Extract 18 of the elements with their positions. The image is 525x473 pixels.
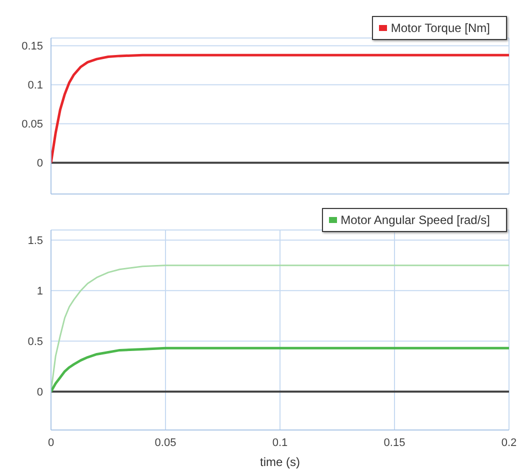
x-tick-label: 0.1 xyxy=(272,436,288,449)
y-tick-label: 0 xyxy=(36,158,43,170)
legend-label: Motor Torque [Nm] xyxy=(390,21,490,35)
y-tick-label: 1 xyxy=(36,286,43,298)
line-series xyxy=(51,346,509,393)
y-tick-label: 0.5 xyxy=(28,336,43,348)
x-axis-title: time (s) xyxy=(260,455,300,469)
legend-label: Motor Angular Speed [rad/s] xyxy=(340,213,490,227)
x-tick-label: 0 xyxy=(48,436,54,449)
x-tick-label: 0.2 xyxy=(501,436,517,449)
y-tick-label: 0.05 xyxy=(22,118,43,131)
y-tick-label: 1.5 xyxy=(28,235,43,248)
x-tick-label: 0.15 xyxy=(384,436,406,449)
y-tick-label: 0.1 xyxy=(28,80,43,92)
line-series xyxy=(51,54,509,164)
y-tick-label: 0.15 xyxy=(22,40,43,53)
y-tick-label: 0 xyxy=(36,386,43,399)
x-tick-label: 0.05 xyxy=(154,436,176,449)
